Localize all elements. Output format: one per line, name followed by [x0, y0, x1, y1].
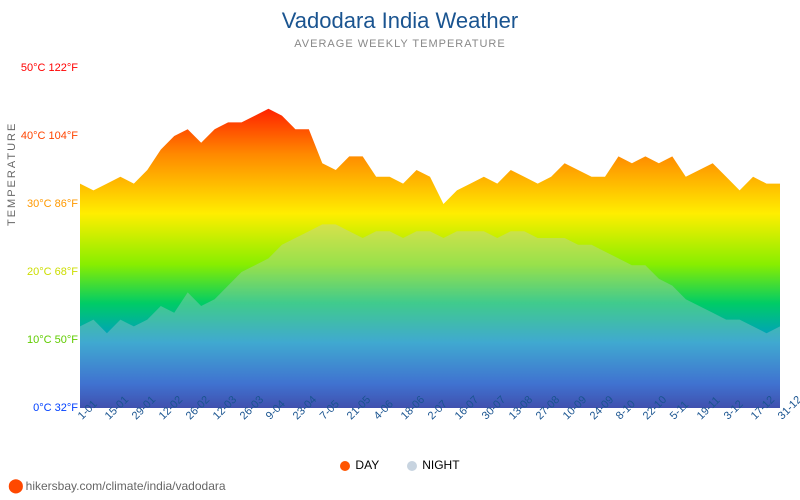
- y-tick: 50°C 122°F: [21, 62, 78, 74]
- chart-legend: DAY NIGHT: [0, 458, 800, 472]
- source-url: hikersbay.com/climate/india/vadodara: [26, 479, 226, 493]
- y-tick: 10°C 50°F: [27, 334, 78, 346]
- title-link[interactable]: Vadodara India Weather: [282, 8, 518, 33]
- source-footer: ⬤hikersbay.com/climate/india/vadodara: [8, 477, 226, 494]
- y-axis-ticks: 0°C 32°F10°C 50°F20°C 68°F30°C 86°F40°C …: [30, 68, 78, 408]
- legend-item: NIGHT: [407, 458, 459, 472]
- legend-item: DAY: [340, 458, 379, 472]
- legend-label: NIGHT: [422, 458, 459, 472]
- y-tick: 30°C 86°F: [27, 198, 78, 210]
- y-axis-label: TEMPERATURE: [6, 122, 18, 226]
- legend-label: DAY: [355, 458, 379, 472]
- chart-subtitle: AVERAGE WEEKLY TEMPERATURE: [0, 38, 800, 50]
- temperature-chart: [80, 68, 780, 408]
- page-title: Vadodara India Weather: [0, 0, 800, 34]
- legend-dot: [340, 461, 350, 471]
- y-tick: 20°C 68°F: [27, 266, 78, 278]
- pin-icon: ⬤: [8, 477, 24, 493]
- y-tick: 40°C 104°F: [21, 130, 78, 142]
- legend-dot: [407, 461, 417, 471]
- y-tick: 0°C 32°F: [33, 402, 78, 414]
